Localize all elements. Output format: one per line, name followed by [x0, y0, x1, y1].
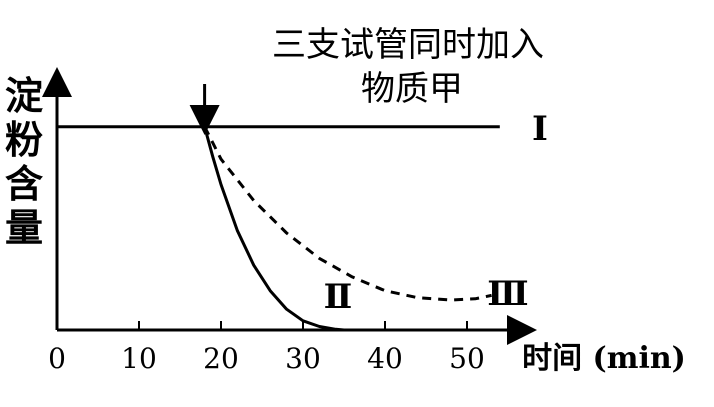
series-label-2: Ⅱ	[324, 277, 353, 317]
y-axis-title-char: 量	[4, 205, 43, 250]
series-label-1: Ⅰ	[532, 109, 548, 149]
series-line-2	[203, 126, 345, 332]
annotation-line-1: 三支试管同时加入	[272, 25, 544, 65]
x-tick-label: 0	[48, 342, 66, 375]
x-tick-label: 40	[367, 342, 403, 375]
x-tick-label: 50	[449, 342, 485, 375]
y-axis-title-char: 淀	[4, 73, 43, 118]
y-axis-title-char: 粉	[4, 117, 43, 162]
series-label-3: Ⅲ	[487, 274, 528, 314]
x-axis-title: 时间 (min)	[522, 341, 686, 376]
x-tick-label: 20	[203, 342, 239, 375]
series-group	[57, 125, 500, 332]
x-tick-label: 30	[285, 342, 321, 375]
series-line-3	[203, 126, 492, 302]
axes	[42, 67, 537, 345]
x-tick-label: 10	[121, 342, 157, 375]
annotation-line-2: 物质甲	[361, 69, 463, 109]
y-axis-title-char: 含	[4, 161, 43, 206]
